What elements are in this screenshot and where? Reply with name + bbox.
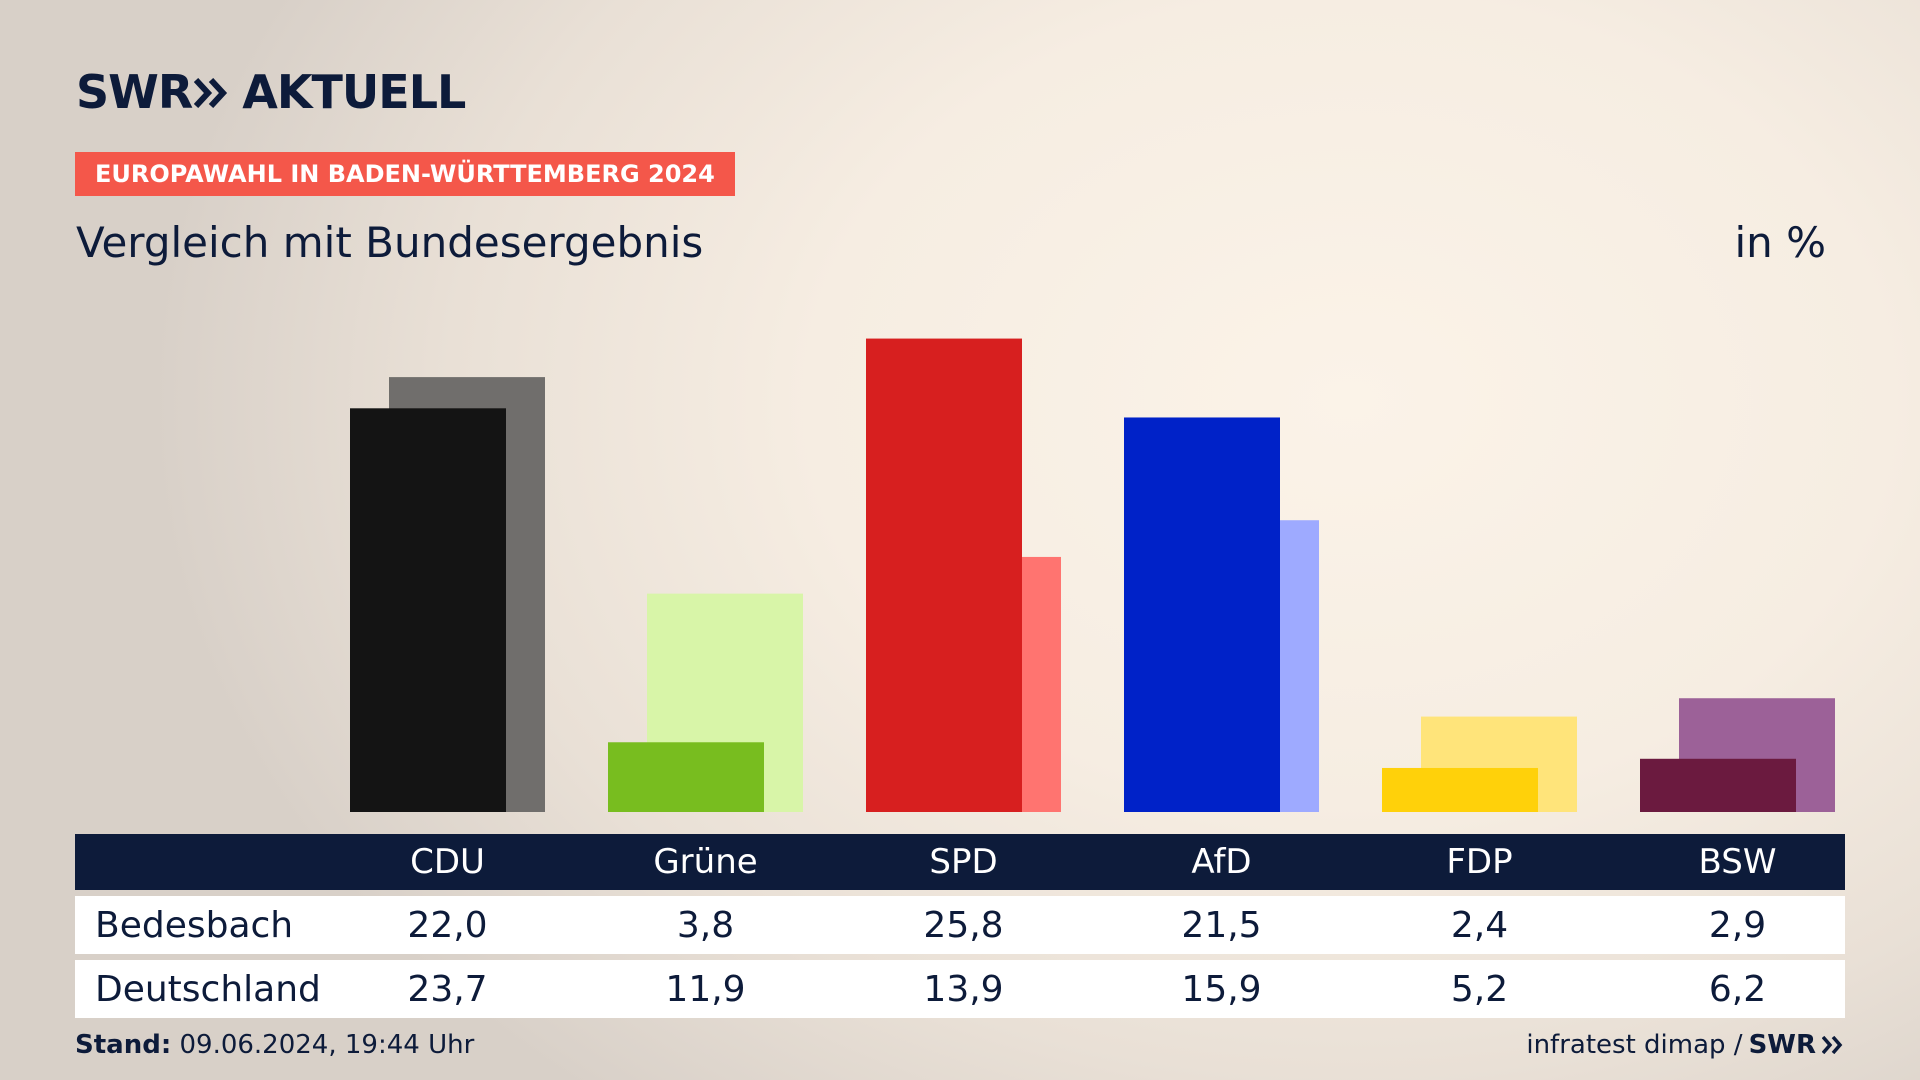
header-spd: SPD [929, 842, 998, 882]
row-label-bedesbach: Bedesbach [95, 904, 294, 946]
stand-value: 09.06.2024, 19:44 Uhr [179, 1030, 475, 1060]
bar-bedesbach-fdp [1382, 767, 1538, 812]
table-row-bedesbach: Bedesbach 22,0 3,8 25,8 21,5 2,4 2,9 [75, 896, 1845, 954]
swr-small-logo: SWR [1748, 1030, 1816, 1060]
row-label-deutschland: Deutschland [95, 968, 321, 1010]
value-bedesbach-afd: 21,5 [1181, 904, 1262, 946]
unit-label: in % [1734, 218, 1826, 267]
logo-swr-text: SWR [76, 65, 193, 119]
results-table: CDU Grüne SPD AfD FDP BSW Bedesbach 22,0 3,8 25… [75, 834, 1845, 1018]
bar-chart [350, 338, 1835, 812]
header-cdu: CDU [410, 842, 485, 882]
bar-bedesbach-spd [866, 338, 1022, 812]
table-row-deutschland: Deutschland 23,7 11,9 13,9 15,9 5,2 6,2 [75, 960, 1845, 1018]
header-afd: AfD [1191, 842, 1252, 882]
value-bedesbach-spd: 25,8 [923, 904, 1004, 946]
value-bedesbach-gruene: 3,8 [676, 904, 735, 946]
bar-bedesbach-bsw [1640, 758, 1796, 812]
double-chevron-icon [194, 65, 228, 119]
chart-subtitle: Vergleich mit Bundesergebnis [76, 218, 704, 267]
value-deutschland-cdu: 23,7 [407, 968, 488, 1010]
value-bedesbach-cdu: 22,0 [407, 904, 488, 946]
value-bedesbach-fdp: 2,4 [1450, 904, 1509, 946]
bar-bedesbach-cdu [350, 408, 506, 812]
bar-bedesbach-gruene [608, 742, 764, 812]
header-bsw: BSW [1698, 842, 1777, 882]
small-double-chevron-icon [1822, 1036, 1843, 1054]
value-deutschland-afd: 15,9 [1181, 968, 1262, 1010]
timestamp: Stand: 09.06.2024, 19:44 Uhr [75, 1030, 474, 1060]
source-credit: infratest dimap / SWR [1526, 1030, 1844, 1060]
source-text: infratest dimap / [1526, 1030, 1743, 1060]
table-header-row: CDU Grüne SPD AfD FDP BSW [75, 834, 1845, 890]
stand-label: Stand: [75, 1030, 172, 1060]
value-bedesbach-bsw: 2,9 [1708, 904, 1767, 946]
election-badge: EUROPAWAHL IN BADEN-WÜRTTEMBERG 2024 [75, 152, 735, 196]
bar-bedesbach-afd [1124, 417, 1280, 812]
value-deutschland-spd: 13,9 [923, 968, 1004, 1010]
header-gruene: Grüne [653, 842, 758, 882]
value-deutschland-bsw: 6,2 [1708, 968, 1767, 1010]
value-deutschland-gruene: 11,9 [665, 968, 746, 1010]
value-deutschland-fdp: 5,2 [1450, 968, 1509, 1010]
header-fdp: FDP [1446, 842, 1513, 882]
swr-aktuell-logo: SWR AKTUELL [76, 65, 466, 119]
logo-aktuell-text: AKTUELL [242, 65, 466, 119]
